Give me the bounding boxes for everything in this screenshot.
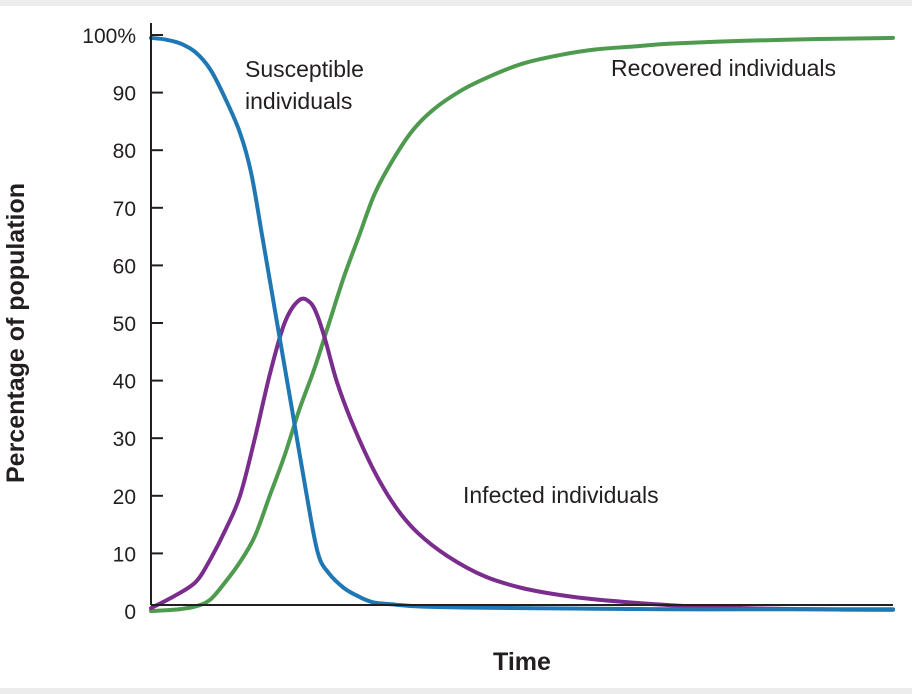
infected-curve xyxy=(149,296,895,612)
infected-label: Infected individuals xyxy=(463,482,659,508)
y-tick-label: 10 xyxy=(113,543,136,566)
susceptible-label-line-2: individuals xyxy=(245,88,352,114)
susceptible-label: Susceptible individuals xyxy=(245,56,370,114)
recovered-curve xyxy=(149,35,895,613)
susceptible-curve xyxy=(149,35,895,612)
series-curves xyxy=(149,35,895,613)
x-axis-title: Time xyxy=(493,648,551,676)
y-tick-label: 40 xyxy=(113,371,136,394)
y-tick-label: 50 xyxy=(113,313,136,336)
y-tick-label: 80 xyxy=(113,140,136,163)
y-tick-label: 20 xyxy=(113,486,136,509)
recovered-label: Recovered individuals xyxy=(611,55,836,81)
y-tick-label: 0 xyxy=(124,601,136,624)
susceptible-label-line-1: Susceptible xyxy=(245,56,364,82)
sir-epidemic-chart: 0 10 20 30 40 50 60 70 80 90 100% Susceptible indi… xyxy=(2,23,895,676)
y-tick-label: 90 xyxy=(113,83,136,106)
y-axis-ticks: 0 10 20 30 40 50 60 70 80 90 100% xyxy=(82,25,163,624)
y-axis-title: Percentage of population xyxy=(2,183,30,483)
y-tick-label: 100% xyxy=(82,25,136,48)
y-tick-label: 70 xyxy=(113,198,136,221)
y-tick-label: 60 xyxy=(113,255,136,278)
chart-frame: 0 10 20 30 40 50 60 70 80 90 100% Susceptible indi… xyxy=(0,6,912,688)
y-tick-label: 30 xyxy=(113,428,136,451)
